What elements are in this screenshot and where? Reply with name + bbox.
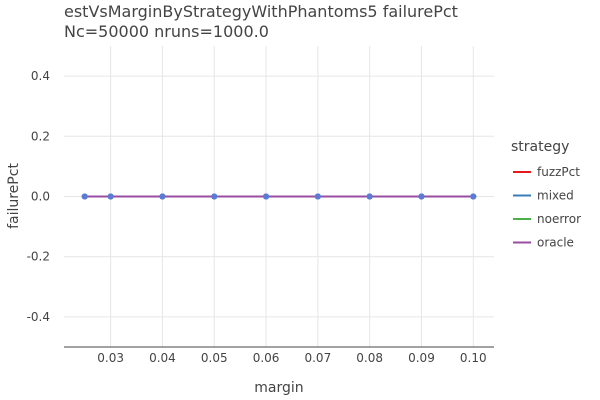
chart-subtitle: Nc=50000 nruns=1000.0: [64, 22, 269, 41]
legend-label: fuzzPct: [537, 165, 580, 179]
axes: 0.03 0.04 0.05 0.06 0.07 0.08 0.09 0.10 0.4 0.2 0.…: [27, 69, 494, 365]
legend-label: oracle: [537, 236, 574, 250]
data-point-oracle: [263, 193, 270, 200]
x-tick-label: 0.03: [97, 351, 124, 365]
y-tick-label: 0.4: [31, 69, 50, 83]
x-tick-label: 0.10: [460, 351, 487, 365]
legend: strategy fuzzPct mixed noerror oracle: [511, 139, 581, 250]
data-point-oracle: [81, 193, 88, 200]
x-tick-label: 0.08: [356, 351, 383, 365]
legend-label: noerror: [537, 212, 581, 226]
y-tick-label: -0.2: [27, 250, 50, 264]
series-layer: [81, 193, 477, 200]
legend-label: mixed: [537, 189, 574, 203]
legend-title: strategy: [511, 139, 569, 155]
data-point-oracle: [470, 193, 477, 200]
x-tick-label: 0.06: [253, 351, 280, 365]
x-tick-label: 0.07: [304, 351, 331, 365]
data-point-oracle: [211, 193, 218, 200]
y-tick-label: 0.2: [31, 129, 50, 143]
x-axis-title: margin: [254, 380, 303, 396]
data-point-oracle: [418, 193, 425, 200]
y-tick-label: 0.0: [31, 190, 50, 204]
data-point-oracle: [314, 193, 321, 200]
x-tick-label: 0.09: [408, 351, 435, 365]
x-tick-label: 0.04: [149, 351, 176, 365]
chart-title: estVsMarginByStrategyWithPhantoms5 failu…: [64, 2, 458, 21]
data-point-oracle: [107, 193, 114, 200]
data-point-oracle: [366, 193, 373, 200]
data-point-oracle: [159, 193, 166, 200]
y-axis-title: failurePct: [6, 163, 22, 229]
x-tick-label: 0.05: [201, 351, 228, 365]
y-tick-label: -0.4: [27, 310, 50, 324]
